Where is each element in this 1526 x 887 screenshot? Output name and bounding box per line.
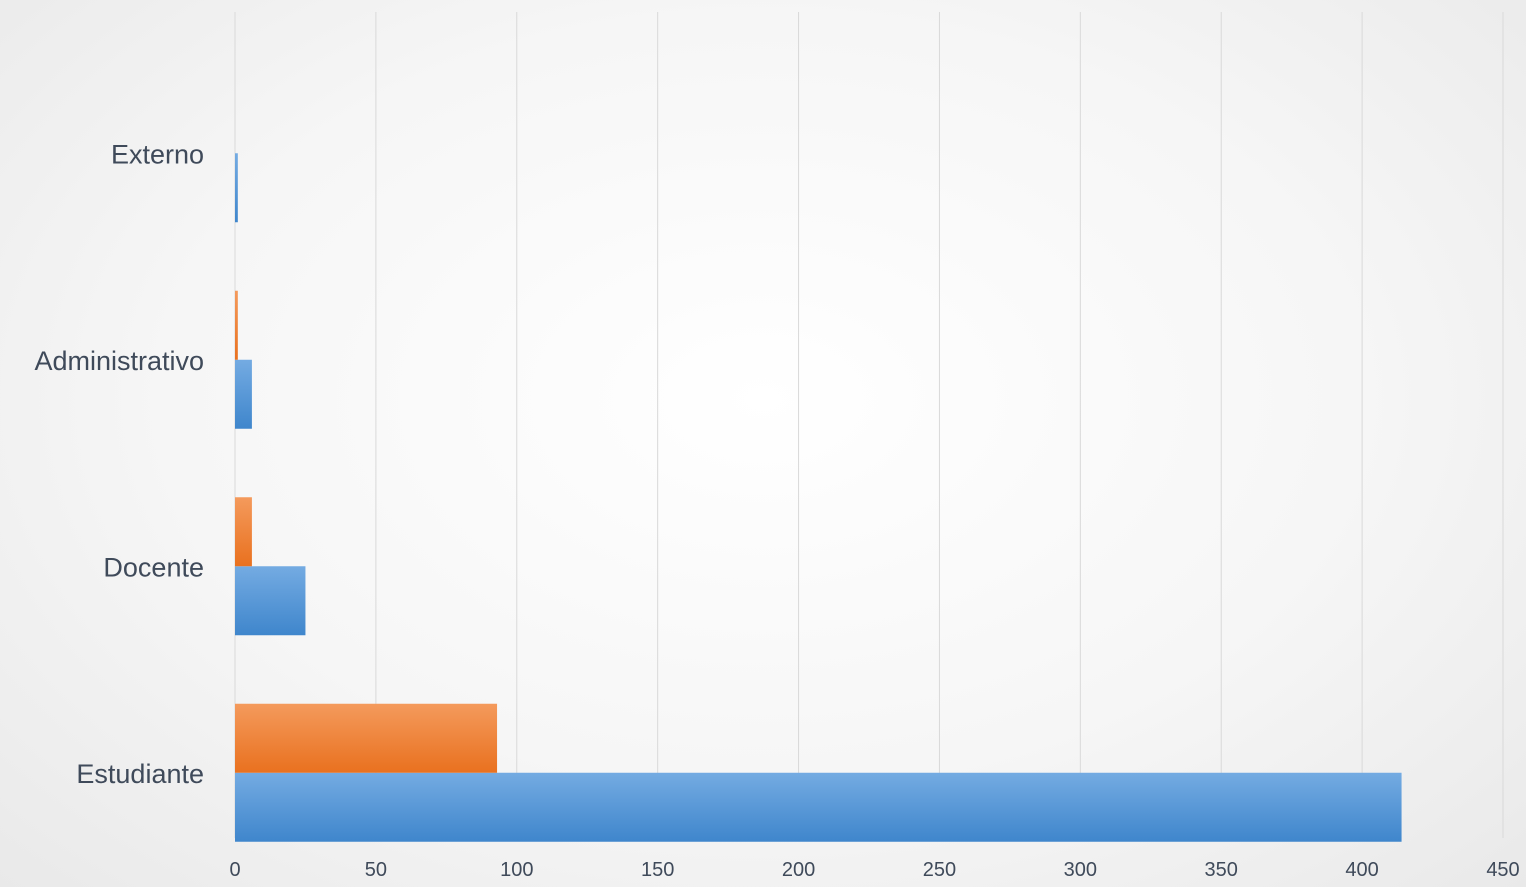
x-axis-tick-labels: 0 50 100 150 200 250 300 350 400 450 bbox=[229, 859, 1519, 881]
x-tick-label-300: 300 bbox=[1064, 859, 1097, 881]
bar-estudiante-series-1 bbox=[235, 772, 1402, 842]
bar-administrativo-series-2 bbox=[235, 290, 238, 360]
bar-administrativo-series-1 bbox=[235, 359, 252, 429]
category-label-externo: Externo bbox=[111, 139, 204, 169]
bar-estudiante-series-2 bbox=[235, 703, 498, 773]
category-labels: Estudiante Docente Administrativo Externo bbox=[34, 139, 204, 789]
bar-docente-series-1 bbox=[235, 566, 306, 636]
x-tick-label-0: 0 bbox=[229, 859, 240, 881]
bar-docente-series-2 bbox=[235, 497, 252, 567]
x-tick-label-150: 150 bbox=[641, 859, 674, 881]
bars bbox=[235, 153, 1402, 842]
gridlines bbox=[234, 12, 1504, 838]
x-tick-label-350: 350 bbox=[1205, 859, 1238, 881]
x-tick-label-250: 250 bbox=[923, 859, 956, 881]
x-tick-label-100: 100 bbox=[500, 859, 533, 881]
x-tick-label-200: 200 bbox=[782, 859, 815, 881]
category-label-estudiante: Estudiante bbox=[76, 759, 204, 789]
category-label-administrativo: Administrativo bbox=[34, 346, 204, 376]
bar-externo-series-1 bbox=[235, 153, 238, 223]
category-label-docente: Docente bbox=[103, 552, 204, 582]
x-tick-label-450: 450 bbox=[1486, 859, 1519, 881]
x-tick-label-400: 400 bbox=[1345, 859, 1378, 881]
x-tick-label-50: 50 bbox=[365, 859, 387, 881]
